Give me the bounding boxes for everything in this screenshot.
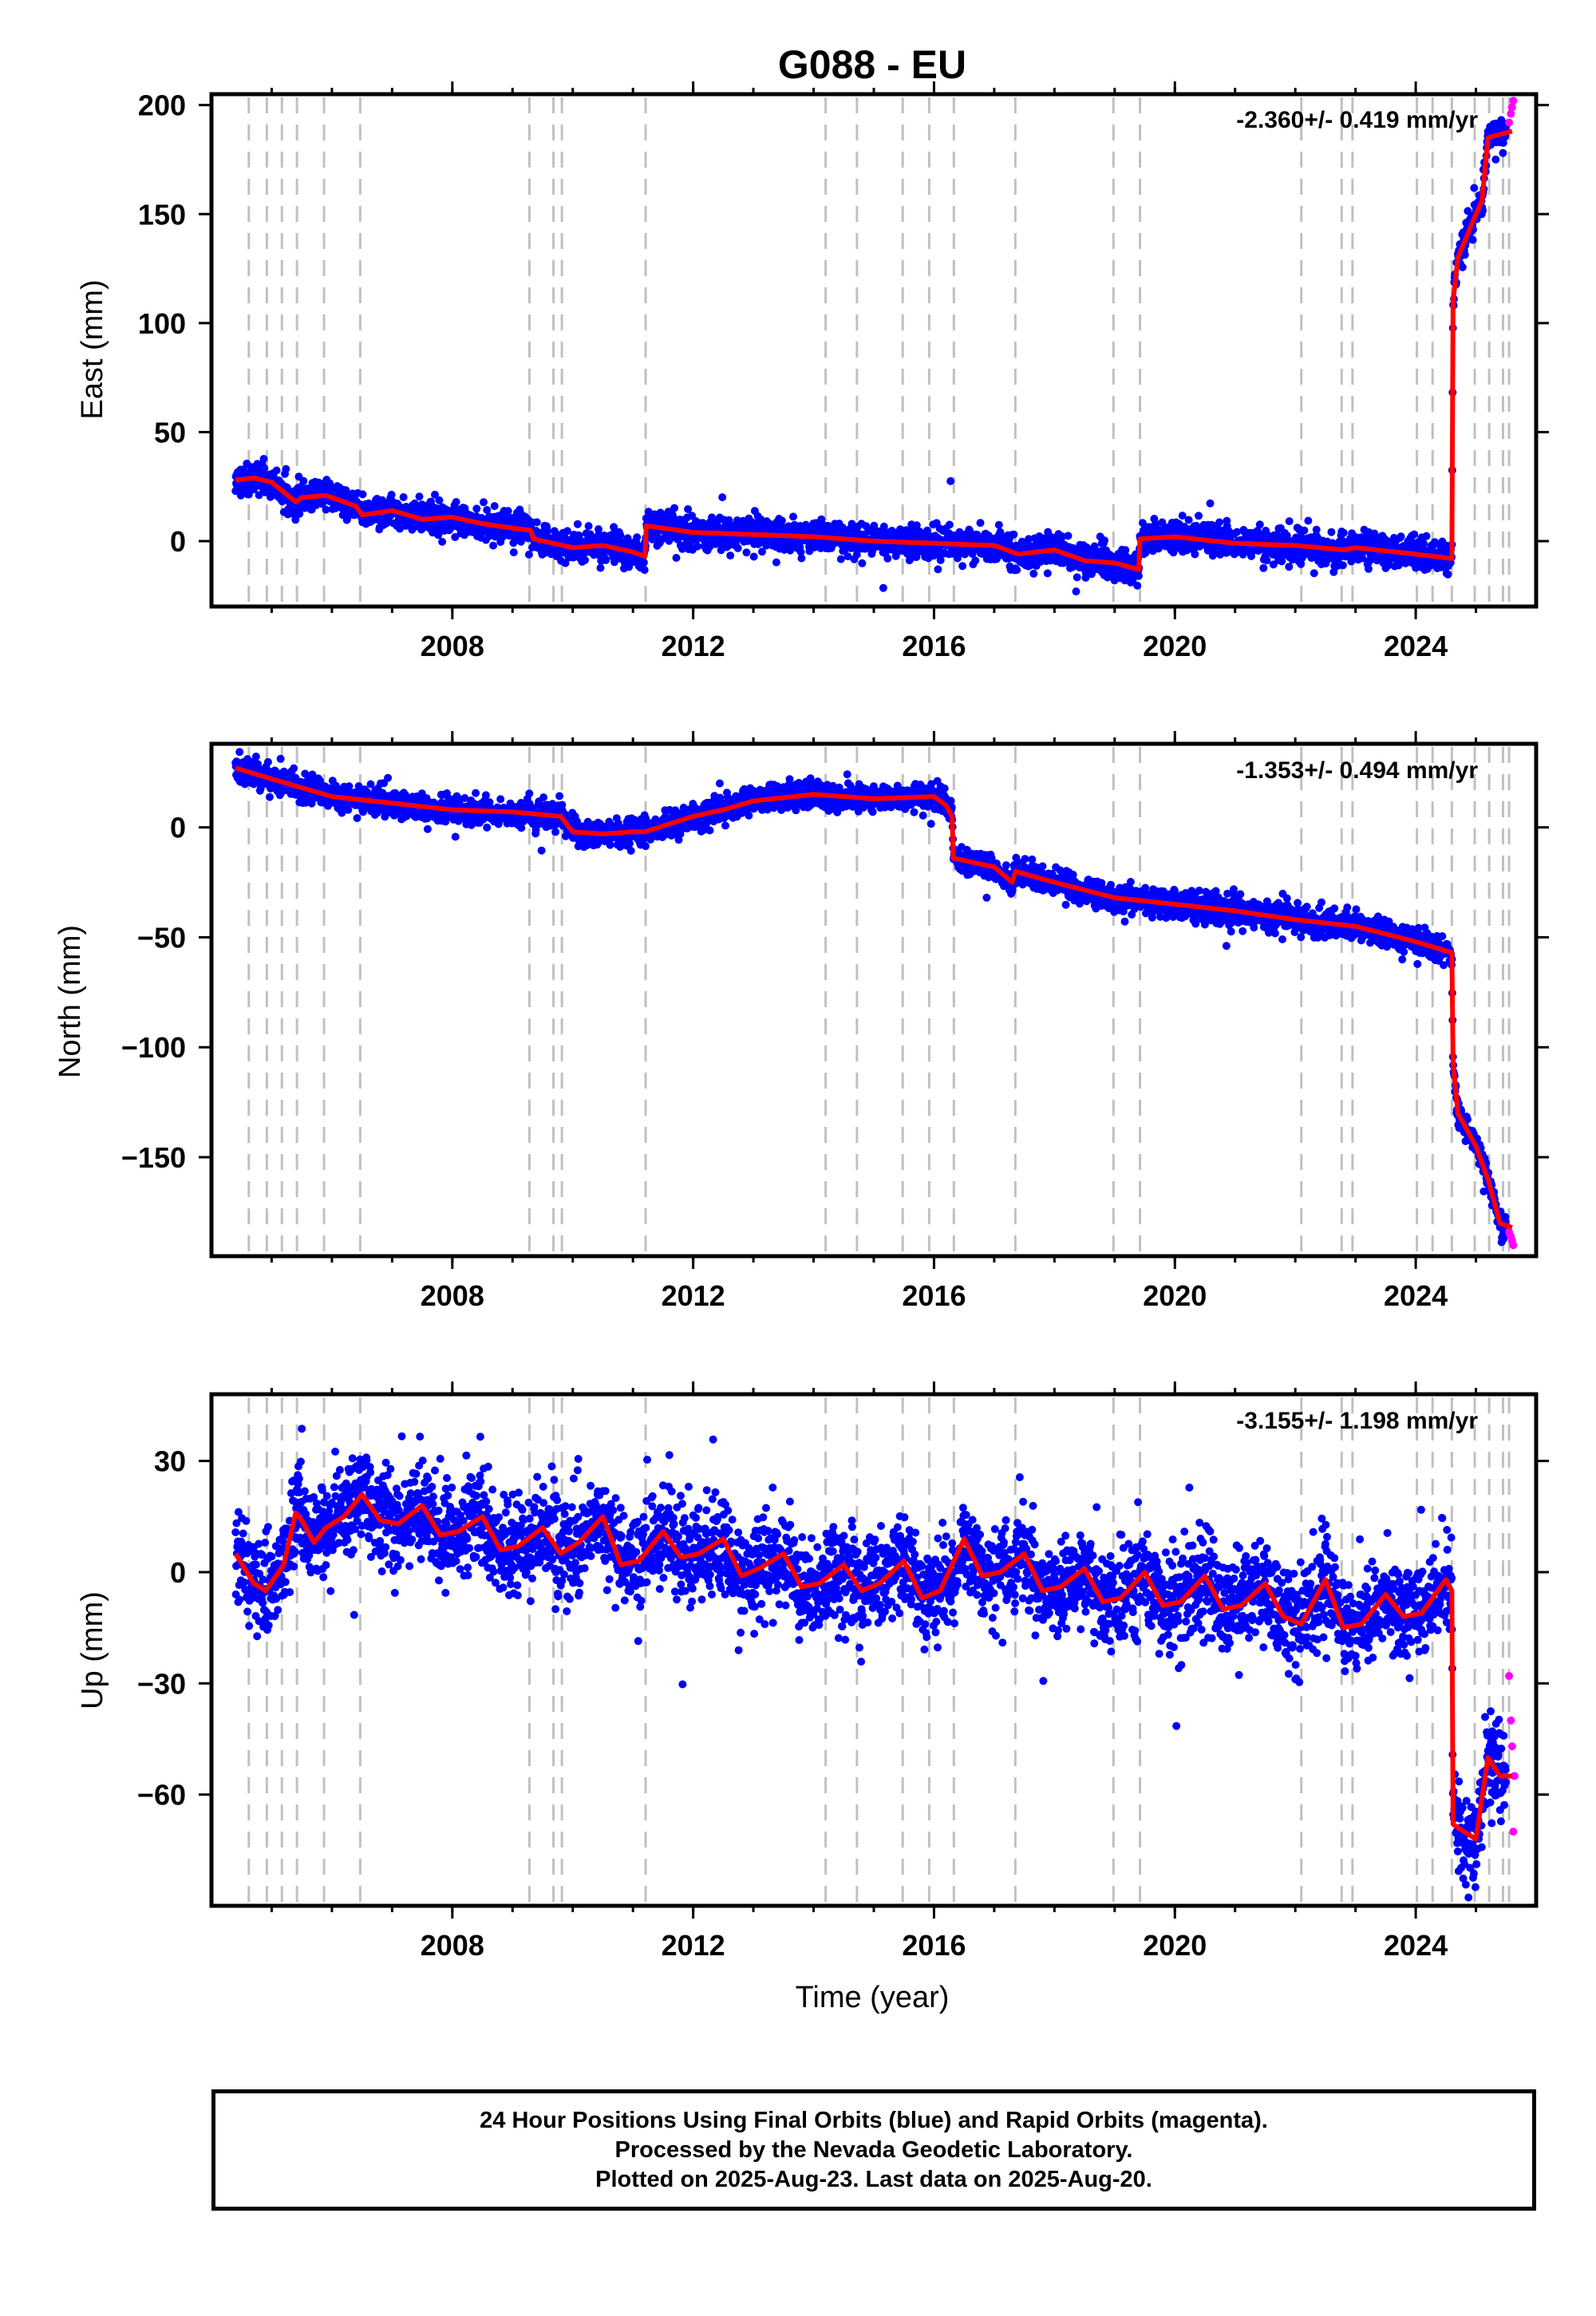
north-x-tick-label: 2008: [421, 1279, 484, 1312]
north-panel: 2008 2012 2016 2020 2024 −150 −100 −50 0 North (m…: [53, 731, 1549, 1312]
east-model-line: [235, 128, 1513, 572]
east-y-tick-label: 150: [138, 198, 186, 231]
up-ylabel: Up (mm): [76, 1591, 109, 1709]
up-x-tick-label: 2016: [902, 1929, 966, 1962]
east-x-tick-label: 2016: [902, 630, 966, 662]
north-y-tick-label: 0: [170, 812, 186, 844]
footer-line-1: 24 Hour Positions Using Final Orbits (bl…: [480, 2107, 1268, 2133]
up-final-orbit-points: [231, 1425, 1511, 1902]
east-x-tick-label: 2020: [1143, 630, 1207, 662]
east-rate-label: -2.360+/- 0.419 mm/yr: [1236, 107, 1478, 133]
east-rapid-orbit-point: [1505, 118, 1514, 127]
east-rapid-orbit-point: [1509, 97, 1518, 105]
north-rapid-orbit-point: [1509, 1241, 1518, 1250]
east-panel: 2008 2012 2016 2020 2024 0 50 100 150 200 East (mm…: [76, 81, 1549, 662]
north-model-line: [235, 765, 1513, 1231]
east-y-tick-label: 50: [154, 416, 186, 449]
up-rapid-orbit-point: [1510, 1772, 1519, 1780]
footer-line-3: Plotted on 2025-Aug-23. Last data on 202…: [595, 2166, 1152, 2192]
north-frame: [209, 741, 1539, 1259]
north-rate-label: -1.353+/- 0.494 mm/yr: [1236, 757, 1478, 784]
east-y-tick-label: 0: [170, 525, 186, 558]
north-x-tick-label: 2020: [1143, 1279, 1207, 1312]
north-y-tick-label: −50: [137, 921, 186, 954]
north-final-orbit-points: [231, 748, 1511, 1247]
up-rapid-orbit-point: [1507, 1742, 1516, 1751]
north-x-tick-label: 2016: [902, 1279, 966, 1312]
figure-title: G088 - EU: [778, 42, 966, 87]
east-x-tick-label: 2008: [421, 630, 484, 662]
up-rapid-orbit-point: [1507, 1716, 1515, 1725]
up-y-tick-label: 30: [154, 1445, 186, 1478]
north-y-tick-label: −100: [121, 1031, 186, 1064]
up-model-line: [233, 1492, 1512, 1842]
north-x-tick-label: 2012: [662, 1279, 725, 1312]
footer-line-2: Processed by the Nevada Geodetic Laborat…: [614, 2136, 1133, 2163]
up-x-tick-label: 2012: [662, 1929, 725, 1962]
east-rapid-orbit-point: [1507, 103, 1516, 112]
north-y-tick-label: −150: [121, 1141, 186, 1174]
east-rapid-orbit-point: [1507, 109, 1515, 118]
footer-info-box: 24 Hour Positions Using Final Orbits (bl…: [211, 2089, 1536, 2211]
up-rapid-orbit-point: [1509, 1828, 1518, 1836]
north-ylabel: North (mm): [53, 925, 87, 1078]
up-rate-label: -3.155+/- 1.198 mm/yr: [1236, 1408, 1478, 1434]
up-y-tick-label: −60: [137, 1779, 186, 1812]
east-y-tick-label: 200: [138, 89, 186, 122]
east-ylabel: East (mm): [76, 279, 109, 419]
up-x-tick-label: 2024: [1384, 1929, 1448, 1962]
up-y-tick-label: 0: [170, 1556, 186, 1589]
x-axis-label: Time (year): [796, 1981, 950, 2014]
up-panel: 2008 2012 2016 2020 2024 −60 −30 0 30 Up (mm) -3.1…: [76, 1381, 1549, 1962]
east-x-tick-label: 2024: [1384, 630, 1448, 662]
east-x-tick-label: 2012: [662, 630, 725, 662]
up-x-tick-label: 2008: [421, 1929, 484, 1962]
north-x-tick-label: 2024: [1384, 1279, 1448, 1312]
east-y-tick-label: 100: [138, 307, 186, 340]
up-rapid-orbit-point: [1505, 1672, 1514, 1681]
up-x-tick-label: 2020: [1143, 1929, 1207, 1962]
up-y-tick-label: −30: [137, 1667, 186, 1700]
